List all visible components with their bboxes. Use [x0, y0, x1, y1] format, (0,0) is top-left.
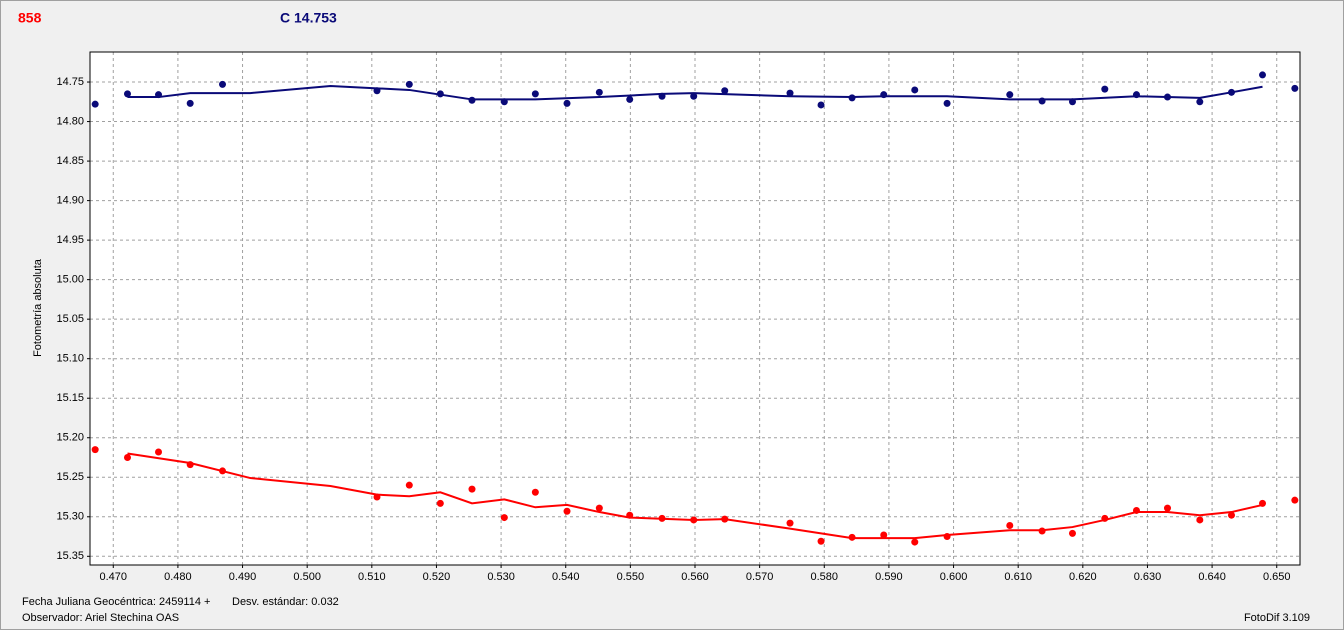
- data-point: [91, 446, 99, 454]
- x-tick-label: 0.620: [1069, 571, 1097, 583]
- x-tick-label: 0.650: [1263, 571, 1291, 583]
- data-point: [943, 99, 951, 107]
- data-point: [1006, 91, 1014, 99]
- y-tick-label: 14.85: [56, 155, 84, 167]
- data-point: [531, 488, 539, 496]
- y-tick-label: 15.25: [56, 471, 84, 483]
- data-point: [405, 481, 413, 489]
- data-point: [405, 80, 413, 88]
- x-tick-label: 0.640: [1198, 571, 1226, 583]
- chart-title: 858: [18, 10, 42, 26]
- data-point: [1006, 521, 1014, 529]
- y-tick-label: 15.30: [56, 511, 84, 523]
- data-point: [1259, 71, 1267, 79]
- data-point: [468, 485, 476, 493]
- y-tick-label: 15.15: [56, 392, 84, 404]
- data-point: [595, 88, 603, 96]
- data-point: [563, 99, 571, 107]
- data-point: [1068, 529, 1076, 537]
- x-tick-label: 0.540: [552, 571, 580, 583]
- y-tick-label: 15.00: [56, 274, 84, 286]
- data-point: [219, 80, 227, 88]
- data-point: [817, 101, 825, 109]
- footer-version: FotoDif 3.109: [1244, 612, 1310, 624]
- x-tick-label: 0.520: [423, 571, 451, 583]
- chart-subtitle: C 14.753: [280, 10, 337, 26]
- x-tick-label: 0.600: [940, 571, 968, 583]
- data-point: [91, 100, 99, 108]
- data-point: [155, 448, 163, 456]
- x-tick-label: 0.470: [100, 571, 128, 583]
- y-tick-label: 15.05: [56, 313, 84, 325]
- y-tick-label: 14.75: [56, 76, 84, 88]
- data-point: [531, 90, 539, 98]
- x-tick-label: 0.590: [875, 571, 903, 583]
- data-point: [1196, 98, 1204, 106]
- x-tick-label: 0.550: [617, 571, 645, 583]
- data-point: [563, 507, 571, 515]
- x-tick-label: 0.630: [1134, 571, 1162, 583]
- data-point: [721, 87, 729, 95]
- data-point: [123, 453, 131, 461]
- x-tick-label: 0.510: [358, 571, 386, 583]
- y-tick-label: 14.90: [56, 195, 84, 207]
- footer-stddev: Desv. estándar: 0.032: [232, 596, 339, 608]
- y-tick-label: 14.80: [56, 115, 84, 127]
- data-point: [690, 92, 698, 100]
- data-point: [1101, 85, 1109, 93]
- data-point: [817, 537, 825, 545]
- data-point: [595, 504, 603, 512]
- y-tick-label: 15.10: [56, 353, 84, 365]
- fit-line: [127, 84, 1263, 101]
- data-point: [186, 99, 194, 107]
- x-tick-label: 0.560: [681, 571, 709, 583]
- x-tick-label: 0.530: [487, 571, 515, 583]
- data-point: [123, 90, 131, 98]
- x-tick-label: 0.570: [746, 571, 774, 583]
- x-tick-label: 0.580: [811, 571, 839, 583]
- fit-line: [127, 452, 1263, 540]
- plot-area: [90, 52, 1300, 565]
- y-tick-label: 14.95: [56, 234, 84, 246]
- data-point: [1196, 516, 1204, 524]
- data-point: [911, 538, 919, 546]
- data-point: [786, 89, 794, 97]
- x-tick-label: 0.480: [164, 571, 192, 583]
- x-tick-label: 0.500: [293, 571, 321, 583]
- data-point: [626, 95, 634, 103]
- x-tick-label: 0.490: [229, 571, 257, 583]
- plot-border: [89, 51, 1301, 566]
- data-point: [1291, 496, 1299, 504]
- x-tick-label: 0.610: [1004, 571, 1032, 583]
- data-point: [1163, 504, 1171, 512]
- data-point: [1227, 511, 1235, 519]
- data-point: [436, 499, 444, 507]
- y-tick-label: 15.20: [56, 432, 84, 444]
- data-point: [880, 531, 888, 539]
- data-point: [1291, 84, 1299, 92]
- data-point: [786, 519, 794, 527]
- data-point: [911, 86, 919, 94]
- y-tick-label: 15.35: [56, 550, 84, 562]
- footer-date: Fecha Juliana Geocéntrica: 2459114 +: [22, 596, 210, 608]
- plot-layer: 14.75 14.80 14.85 14.90 14.95 15.00 15.05 15.10…: [56, 52, 1300, 583]
- y-axis-label: Fotometría absoluta: [32, 258, 44, 357]
- footer-observer: Observador: Ariel Stechina OAS: [22, 612, 179, 624]
- data-point: [500, 514, 508, 522]
